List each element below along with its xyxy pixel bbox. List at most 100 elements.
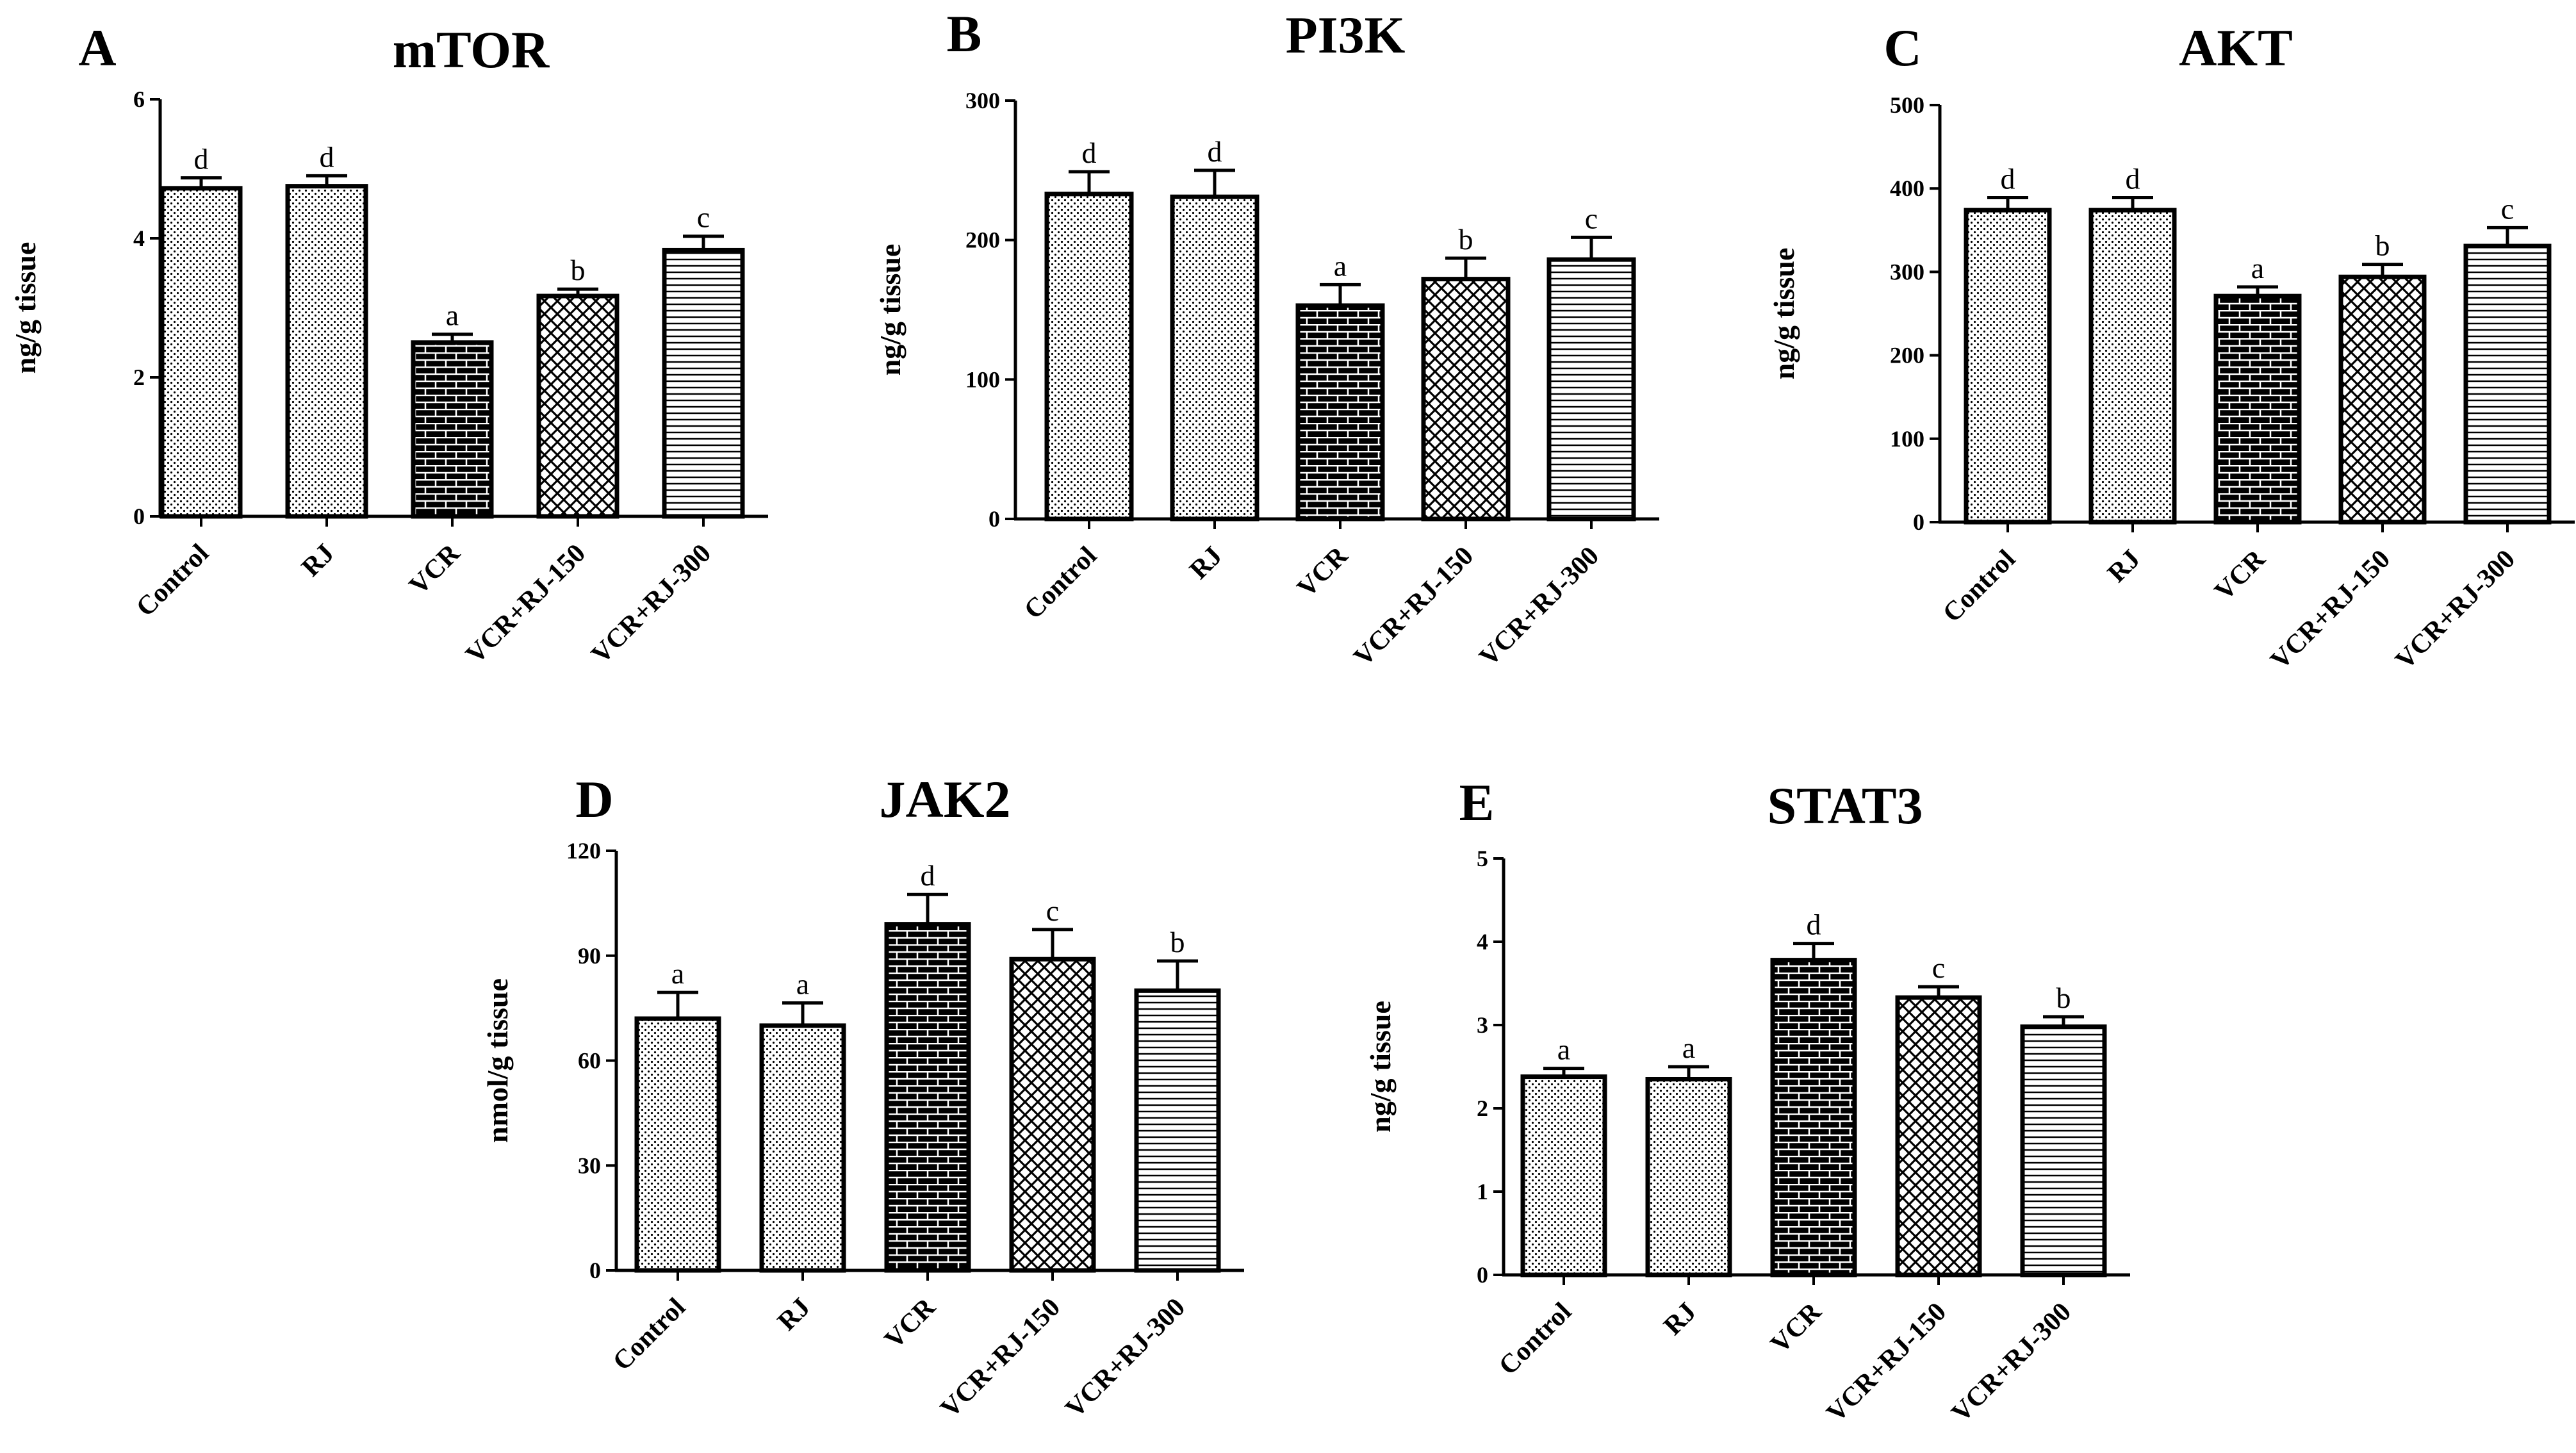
significance-label: c	[1585, 202, 1598, 234]
category-label: VCR+RJ-150	[461, 539, 592, 670]
y-axis-label: ng/g tissue	[9, 242, 42, 374]
significance-label: d	[320, 140, 334, 173]
y-axis-label: nmol/g tissue	[481, 978, 514, 1143]
significance-label: c	[1046, 894, 1059, 927]
category-label: VCR	[1292, 541, 1354, 603]
bar	[1044, 192, 1134, 521]
significance-label: a	[2251, 252, 2264, 284]
y-tick-label: 0	[1913, 509, 1924, 535]
y-tick-label: 100	[965, 366, 1000, 392]
significance-label: a	[1682, 1031, 1695, 1064]
panel-b: B PI3K ng/g tissue 0 100 200 300 d Control d RJ a VC…	[874, 4, 1659, 672]
bar	[1134, 988, 1221, 1273]
category-label: VCR+RJ-150	[1821, 1297, 1953, 1429]
significance-label: d	[921, 859, 935, 892]
y-tick-label: 0	[1477, 1262, 1488, 1288]
category-label: RJ	[1184, 541, 1228, 586]
y-tick-label: 500	[1890, 92, 1924, 118]
y-tick-label: 5	[1477, 846, 1488, 871]
category-label: RJ	[2102, 545, 2146, 589]
category-label: VCR+RJ-300	[1060, 1293, 1192, 1424]
significance-label: a	[796, 967, 809, 1000]
bar	[160, 186, 243, 519]
y-tick-label: 3	[1477, 1012, 1488, 1038]
panel-letter: A	[78, 19, 116, 77]
y-tick-label: 30	[578, 1153, 601, 1178]
y-tick-label: 1	[1477, 1179, 1488, 1204]
significance-label: b	[1459, 223, 1473, 256]
significance-label: d	[2001, 163, 2015, 195]
y-tick-label: 300	[1890, 259, 1924, 284]
y-tick-label: 100	[1890, 426, 1924, 452]
y-axis-label: ng/g tissue	[1364, 1001, 1397, 1133]
category-label: VCR+RJ-150	[1349, 541, 1480, 673]
category-label: Control	[1493, 1297, 1577, 1381]
bar	[1520, 1074, 1607, 1277]
significance-label: b	[571, 254, 586, 286]
bar	[285, 184, 368, 519]
bar	[1009, 956, 1096, 1273]
bar	[759, 1023, 846, 1273]
significance-label: d	[194, 143, 209, 176]
chart-title: JAK2	[880, 770, 1011, 828]
category-label: Control	[607, 1293, 691, 1377]
y-tick-label: 90	[578, 943, 601, 969]
bar	[536, 293, 619, 519]
bar	[1770, 958, 1857, 1277]
category-label: VCR	[1765, 1297, 1827, 1359]
category-label: Control	[1937, 545, 2021, 628]
category-label: VCR+RJ-300	[1946, 1297, 2078, 1429]
y-axis-label: ng/g tissue	[1768, 248, 1800, 380]
bar	[2088, 208, 2177, 525]
category-label: RJ	[296, 539, 340, 583]
category-label: VCR+RJ-150	[2265, 545, 2397, 676]
bar	[662, 247, 745, 519]
category-label: Control	[1019, 541, 1103, 625]
significance-label: a	[1334, 249, 1347, 282]
bar	[2020, 1024, 2107, 1277]
category-label: VCR	[2209, 544, 2271, 606]
chart-title: PI3K	[1286, 6, 1406, 64]
bar	[411, 340, 494, 519]
category-label: VCR+RJ-150	[935, 1293, 1067, 1424]
y-tick-label: 60	[578, 1048, 601, 1074]
y-tick-label: 200	[1890, 343, 1924, 368]
y-tick-label: 0	[589, 1258, 601, 1283]
significance-label: d	[1082, 136, 1097, 169]
significance-label: b	[2056, 981, 2071, 1014]
y-tick-label: 4	[1477, 929, 1488, 955]
y-tick-label: 0	[133, 504, 145, 529]
significance-label: a	[446, 299, 459, 332]
category-label: RJ	[772, 1293, 816, 1337]
panel-letter: D	[575, 770, 613, 828]
significance-label: a	[671, 957, 684, 990]
chart-title: STAT3	[1767, 776, 1923, 835]
bar	[634, 1016, 721, 1273]
category-label: VCR	[404, 538, 466, 600]
category-label: VCR+RJ-300	[586, 539, 718, 670]
y-tick-label: 2	[1477, 1096, 1488, 1121]
bar	[1964, 208, 2052, 525]
bar	[1295, 303, 1385, 521]
bar	[1546, 257, 1636, 521]
bar	[1421, 277, 1511, 521]
bar	[1170, 194, 1259, 521]
panel-c: C AKT ng/g tissue 0 100 200 300 400 500 d Control d…	[1768, 19, 2575, 675]
y-tick-label: 120	[566, 838, 601, 864]
panel-letter: C	[1883, 19, 1921, 77]
significance-label: d	[1807, 908, 1821, 941]
y-tick-label: 4	[133, 226, 145, 251]
panel-d: D JAK2 nmol/g tissue 0 30 60 90 120 a Control a RJ d…	[481, 770, 1244, 1424]
category-label: VCR+RJ-300	[1474, 541, 1605, 673]
bar	[2338, 274, 2427, 525]
significance-label: c	[697, 201, 710, 234]
chart-title: mTOR	[393, 21, 550, 79]
significance-label: b	[1170, 926, 1185, 958]
panel-e: E STAT3 ng/g tissue 0 1 2 3 4 5 a Control a RJ d VCR c V…	[1364, 773, 2130, 1428]
bar	[2463, 243, 2552, 525]
significance-label: b	[2375, 229, 2390, 262]
panel-letter: E	[1459, 773, 1495, 832]
category-label: VCR+RJ-300	[2390, 545, 2522, 676]
